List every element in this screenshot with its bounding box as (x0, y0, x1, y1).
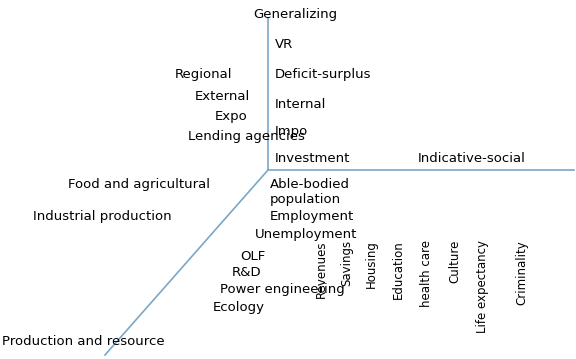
Text: Criminality: Criminality (515, 240, 528, 305)
Text: Power engineering: Power engineering (220, 283, 345, 296)
Text: Expo: Expo (215, 110, 248, 123)
Text: Deficit-surplus: Deficit-surplus (275, 68, 372, 81)
Text: Regional: Regional (175, 68, 233, 81)
Text: Life expectancy: Life expectancy (476, 240, 489, 333)
Text: Education: Education (392, 240, 405, 299)
Text: Housing: Housing (365, 240, 378, 288)
Text: Production and resource: Production and resource (2, 335, 165, 348)
Text: Lending agencies: Lending agencies (188, 130, 305, 143)
Text: Food and agricultural: Food and agricultural (68, 178, 210, 191)
Text: Revenues: Revenues (315, 240, 328, 298)
Text: Unemployment: Unemployment (255, 228, 357, 241)
Text: Indicative-social: Indicative-social (418, 152, 526, 165)
Text: OLF: OLF (240, 250, 266, 263)
Text: Culture: Culture (448, 240, 461, 283)
Text: Savings: Savings (340, 240, 353, 286)
Text: Internal: Internal (275, 98, 327, 111)
Text: Able-bodied
population: Able-bodied population (270, 178, 350, 206)
Text: Employment: Employment (270, 210, 354, 223)
Text: Generalizing: Generalizing (253, 8, 337, 21)
Text: Ecology: Ecology (213, 301, 265, 314)
Text: Industrial production: Industrial production (33, 210, 172, 223)
Text: External: External (195, 90, 250, 103)
Text: Impo: Impo (275, 125, 308, 138)
Text: Investment: Investment (275, 152, 350, 165)
Text: VR: VR (275, 38, 293, 51)
Text: R&D: R&D (232, 266, 262, 279)
Text: health care: health care (420, 240, 433, 307)
